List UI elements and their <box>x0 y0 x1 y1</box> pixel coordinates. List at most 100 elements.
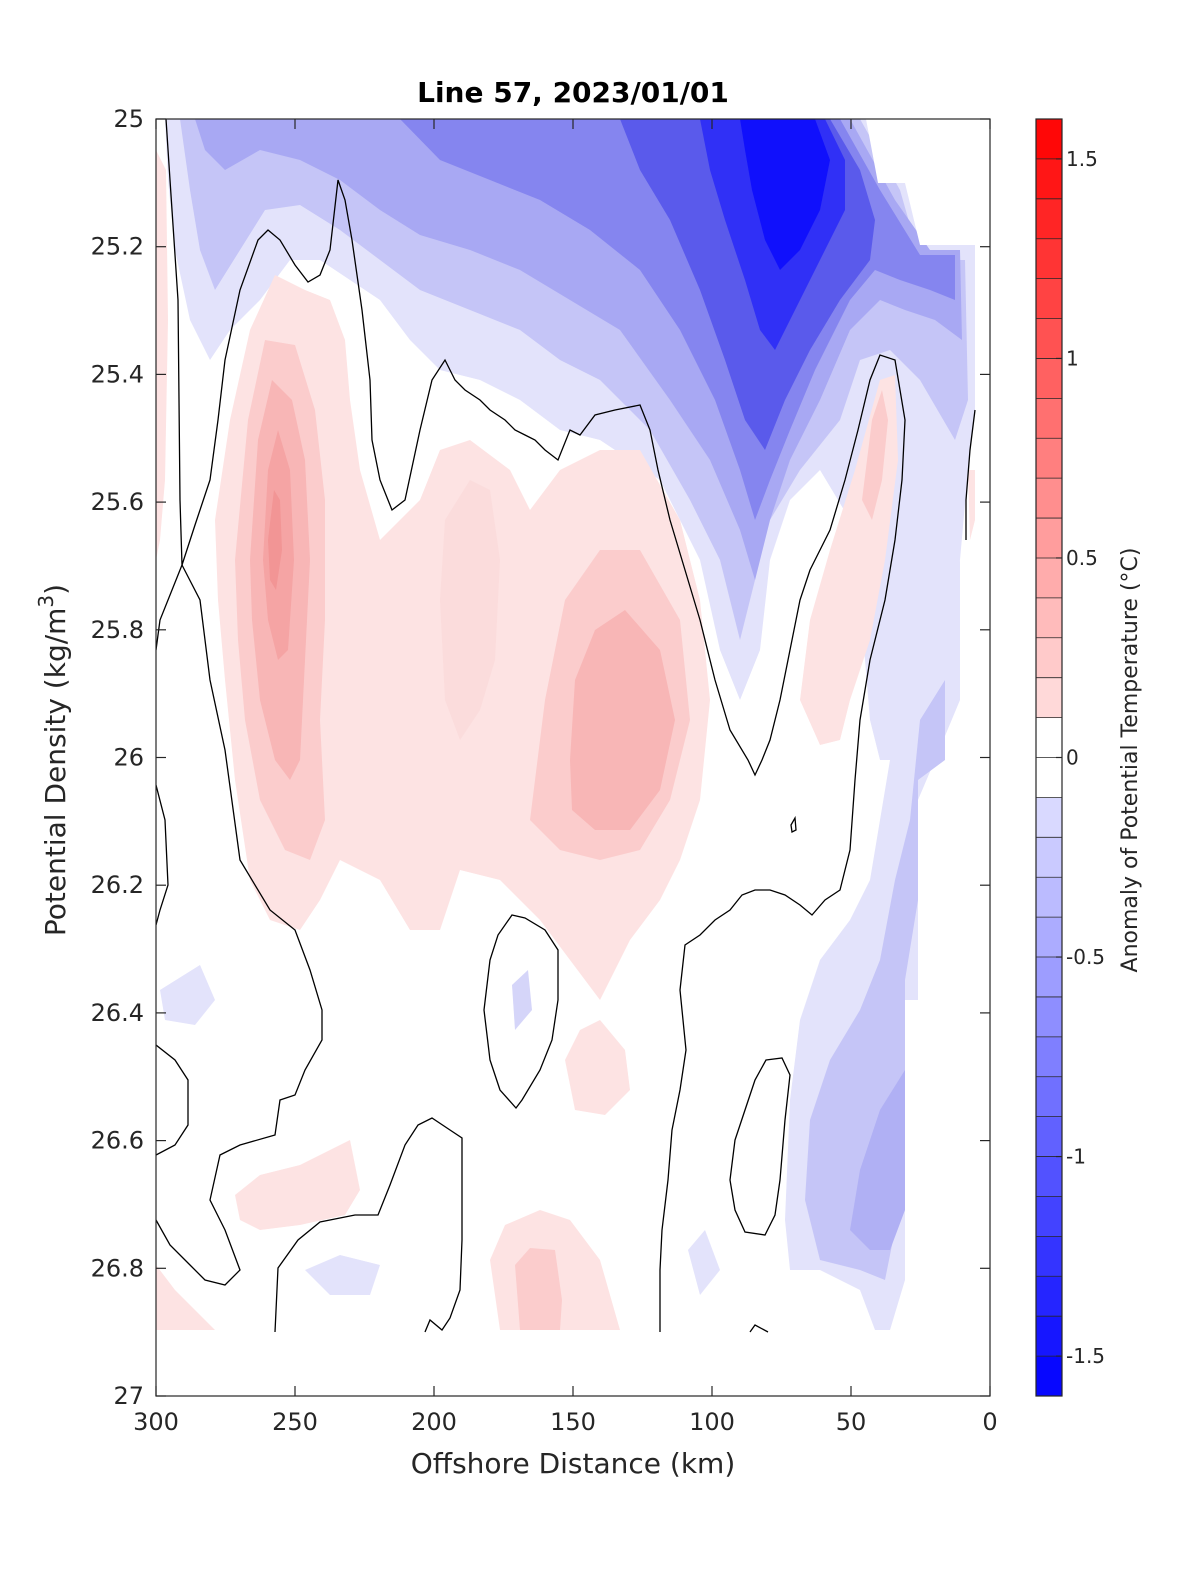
colorbar-tick-label: 0 <box>1066 746 1079 770</box>
colorbar-segment <box>1036 557 1062 599</box>
contour-line-8 <box>274 1117 463 1333</box>
y-axis-label: Potential Density (kg/m3) <box>34 584 72 936</box>
cold-patch-2 <box>305 1255 380 1295</box>
y-tick-label: 26.4 <box>91 999 144 1027</box>
y-axis: 25 25.2 25.4 25.6 25.8 26 26.2 26.4 26.6 26.8 27 <box>91 105 990 1410</box>
contour-line-2 <box>156 564 323 1286</box>
warm-tongue-nearshore-2 <box>862 390 888 520</box>
y-tick-label: 25.8 <box>91 616 144 644</box>
x-tick-label: 150 <box>550 1408 596 1436</box>
colorbar-segment <box>1036 757 1062 798</box>
cold-core-upper <box>740 119 830 270</box>
y-axis-label-tail: ) <box>39 584 72 595</box>
x-axis: 300 250 200 150 100 50 0 <box>133 119 998 1436</box>
contour-line-3 <box>181 179 906 1332</box>
colorbar-tick-label: -0.5 <box>1066 945 1105 969</box>
y-tick-label: 26.8 <box>91 1254 144 1282</box>
y-tick-label: 25.4 <box>91 360 144 388</box>
contour-line-4 <box>156 784 169 926</box>
cold-region-nearshore-deep-3 <box>850 1070 905 1250</box>
colorbar-segment <box>1036 278 1062 320</box>
colorbar-tick-label: 0.5 <box>1066 546 1098 570</box>
colorbar-tick-label: -1 <box>1066 1145 1086 1169</box>
colorbar-segment <box>1036 1156 1062 1197</box>
colorbar-segment <box>1036 996 1062 1038</box>
y-tick-label: 25.2 <box>91 233 144 261</box>
colorbar-segment <box>1036 398 1062 439</box>
contour-fills <box>156 119 990 1396</box>
colorbar-segment <box>1036 119 1062 160</box>
chart-title: Line 57, 2023/01/01 <box>417 76 729 109</box>
colorbar-segment <box>1036 438 1062 479</box>
colorbar-segment <box>1036 318 1062 359</box>
no-data-corner <box>866 119 990 245</box>
warm-edge-west <box>156 150 168 560</box>
contour-line-10 <box>790 815 797 833</box>
colorbar-segment <box>1036 1036 1062 1078</box>
zero-contours <box>156 119 976 1333</box>
colorbar-tick-label: -1.5 <box>1066 1344 1105 1368</box>
colorbar-segment <box>1036 637 1062 679</box>
y-tick-label: 26.6 <box>91 1127 144 1155</box>
colorbar-segment <box>1036 1196 1062 1237</box>
y-axis-label-sup: 3 <box>34 595 58 608</box>
cold-patch-3 <box>512 970 532 1030</box>
warm-region-3b <box>570 610 675 830</box>
cold-region-nearshore-deep-2 <box>805 680 945 1280</box>
y-axis-label-main: Potential Density (kg/m <box>39 608 72 937</box>
contour-line-6 <box>483 914 559 1110</box>
x-tick-label: 100 <box>689 1408 735 1436</box>
cold-patch-1 <box>160 965 215 1025</box>
x-tick-label: 300 <box>133 1408 179 1436</box>
contour-line-7 <box>729 1057 791 1236</box>
x-axis-label: Offshore Distance (km) <box>411 1447 736 1480</box>
warm-mid <box>440 480 500 740</box>
x-tick-label: 50 <box>836 1408 867 1436</box>
x-tick-label: 0 <box>982 1408 997 1436</box>
colorbar-segment <box>1036 1236 1062 1277</box>
y-tick-label: 26 <box>113 744 144 772</box>
y-tick-label: 26.2 <box>91 871 144 899</box>
colorbar-tick-label: 1.5 <box>1066 147 1098 171</box>
contour-line-11 <box>749 1324 769 1333</box>
colorbar-segment <box>1036 597 1062 639</box>
colorbar-segment <box>1036 957 1062 998</box>
warm-deep-1 <box>565 1020 630 1115</box>
x-tick-label: 250 <box>272 1408 318 1436</box>
colorbar-segment <box>1036 837 1062 878</box>
warm-core-west-centre <box>268 490 282 590</box>
colorbar-label: Anomaly of Potential Temperature (°C) <box>1118 548 1143 973</box>
colorbar-segment <box>1036 1276 1062 1317</box>
no-data-deep <box>156 1332 990 1396</box>
contour-line-5 <box>156 1044 189 1156</box>
y-tick-label: 25 <box>113 105 144 133</box>
warm-deep-2 <box>235 1140 360 1230</box>
y-tick-label: 27 <box>113 1382 144 1410</box>
warm-deep-4 <box>156 1265 215 1330</box>
contour-line-1 <box>156 119 183 651</box>
colorbar-segment <box>1036 917 1062 958</box>
colorbar-segment <box>1036 478 1062 519</box>
colorbar-segment <box>1036 797 1062 838</box>
colorbar: 1.5 1 0.5 0 -0.5 -1 -1.5 <box>1035 118 1105 1397</box>
colorbar-segment <box>1036 717 1062 758</box>
colorbar-segment <box>1036 158 1062 200</box>
colorbar-segment <box>1036 238 1062 280</box>
colorbar-segment <box>1036 1076 1062 1118</box>
colorbar-segment <box>1036 358 1062 399</box>
warm-edge-east <box>968 470 975 540</box>
y-tick-label: 25.6 <box>91 488 144 516</box>
colorbar-segment <box>1036 1356 1062 1397</box>
colorbar-segment <box>1036 677 1062 719</box>
warm-deep-3-core <box>515 1248 562 1330</box>
contour-line-9 <box>965 409 976 540</box>
colorbar-segment <box>1036 1316 1062 1357</box>
cold-patch-4 <box>688 1230 720 1295</box>
colorbar-segment <box>1036 198 1062 240</box>
colorbar-segment <box>1036 518 1062 559</box>
colorbar-tick-label: 1 <box>1066 346 1079 370</box>
x-tick-label: 200 <box>411 1408 457 1436</box>
colorbar-segment <box>1036 877 1062 918</box>
colorbar-segment <box>1036 1116 1062 1158</box>
